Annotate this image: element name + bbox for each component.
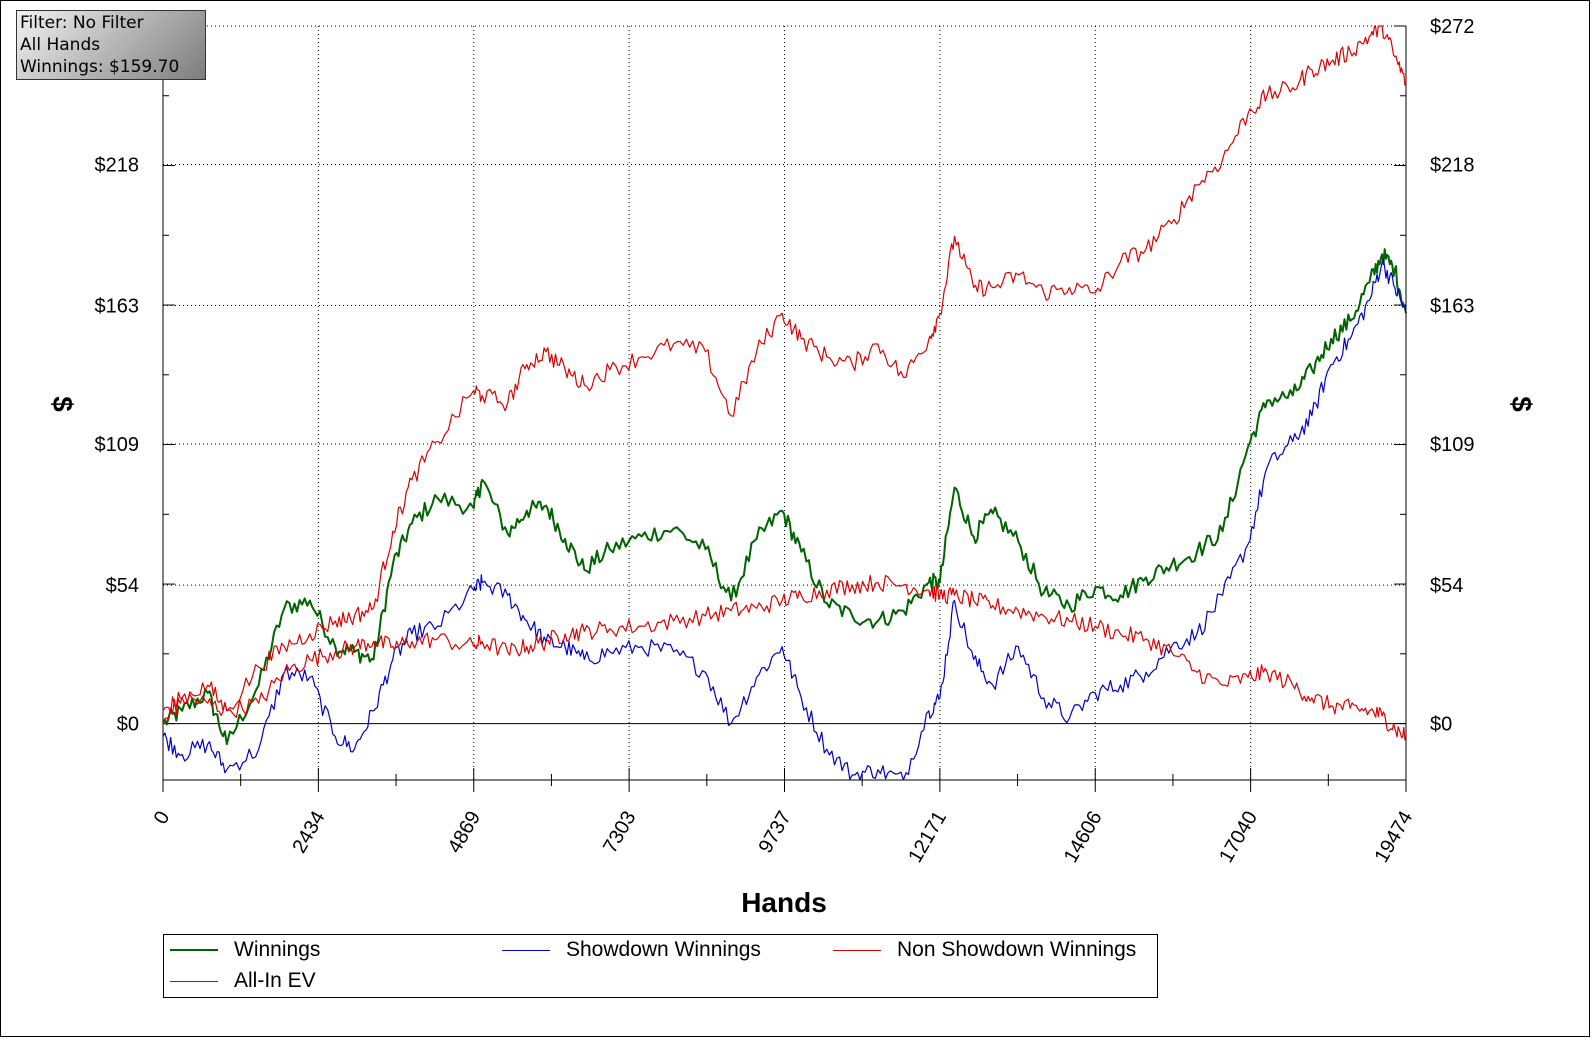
legend-swatch-showdown — [502, 949, 550, 951]
winnings-label: Winnings: $159.70 — [20, 57, 180, 77]
x-tick-label: 12171 — [904, 808, 951, 867]
x-axis-title: Hands — [741, 887, 827, 918]
legend-swatch-all-in-ev — [170, 980, 218, 982]
series-line-all-in-ev — [162, 25, 1407, 724]
x-tick-label: 2434 — [288, 808, 329, 858]
series-line-winnings — [162, 248, 1407, 746]
legend-label: Showdown Winnings — [566, 938, 761, 961]
grid — [163, 25, 1406, 780]
legend-swatch-winnings — [170, 949, 218, 951]
y-axis-title-left: $ — [47, 396, 78, 412]
legend-item-all-in-ev: All-In EV — [170, 968, 316, 994]
legend-item-showdown-winnings: Showdown Winnings — [502, 937, 761, 963]
filter-label: Filter: No Filter — [20, 13, 144, 33]
x-tick-label: 4869 — [444, 808, 485, 858]
x-tick-label: 7303 — [599, 808, 640, 858]
series-line-non-showdown-winnings — [162, 574, 1407, 741]
y-axis-title-right: $ — [1506, 396, 1537, 412]
y-tick-label-right: $272 — [1430, 16, 1475, 38]
series-lines — [162, 25, 1407, 781]
x-tick-label: 14606 — [1060, 808, 1107, 867]
x-tick-label: 0 — [150, 808, 175, 829]
legend-item-winnings: Winnings — [170, 937, 320, 963]
y-tick-label-left: $218 — [95, 154, 140, 176]
legend-swatch-non-showdown — [833, 949, 881, 951]
x-tick-label: 9737 — [755, 808, 796, 858]
y-tick-label-right: $54 — [1430, 575, 1463, 597]
legend-item-non-showdown-winnings: Non Showdown Winnings — [833, 937, 1136, 963]
series-line-showdown-winnings — [162, 258, 1407, 781]
axes — [162, 25, 1407, 792]
hands-label: All Hands — [20, 35, 101, 55]
y-tick-label-right: $218 — [1430, 154, 1475, 176]
x-tick-label: 17040 — [1215, 808, 1262, 867]
y-tick-label-left: $109 — [95, 434, 140, 456]
legend-label: All-In EV — [234, 969, 316, 992]
x-tick-label: 19474 — [1370, 808, 1417, 867]
y-tick-label-left: $0 — [117, 714, 139, 736]
tick-labels: $0$0$54$54$109$109$163$163$218$218$272$2… — [95, 16, 1475, 867]
filter-info-box: Filter: No Filter All Hands Winnings: $1… — [16, 10, 206, 80]
y-tick-label-right: $109 — [1430, 434, 1475, 456]
y-tick-label-left: $54 — [106, 575, 139, 597]
legend-label: Non Showdown Winnings — [897, 938, 1137, 961]
legend: Winnings Showdown Winnings Non Showdown … — [163, 934, 1158, 998]
y-tick-label-right: $163 — [1430, 296, 1475, 318]
legend-label: Winnings — [234, 938, 321, 961]
y-tick-label-right: $0 — [1430, 714, 1452, 736]
y-tick-label-left: $163 — [95, 296, 140, 318]
